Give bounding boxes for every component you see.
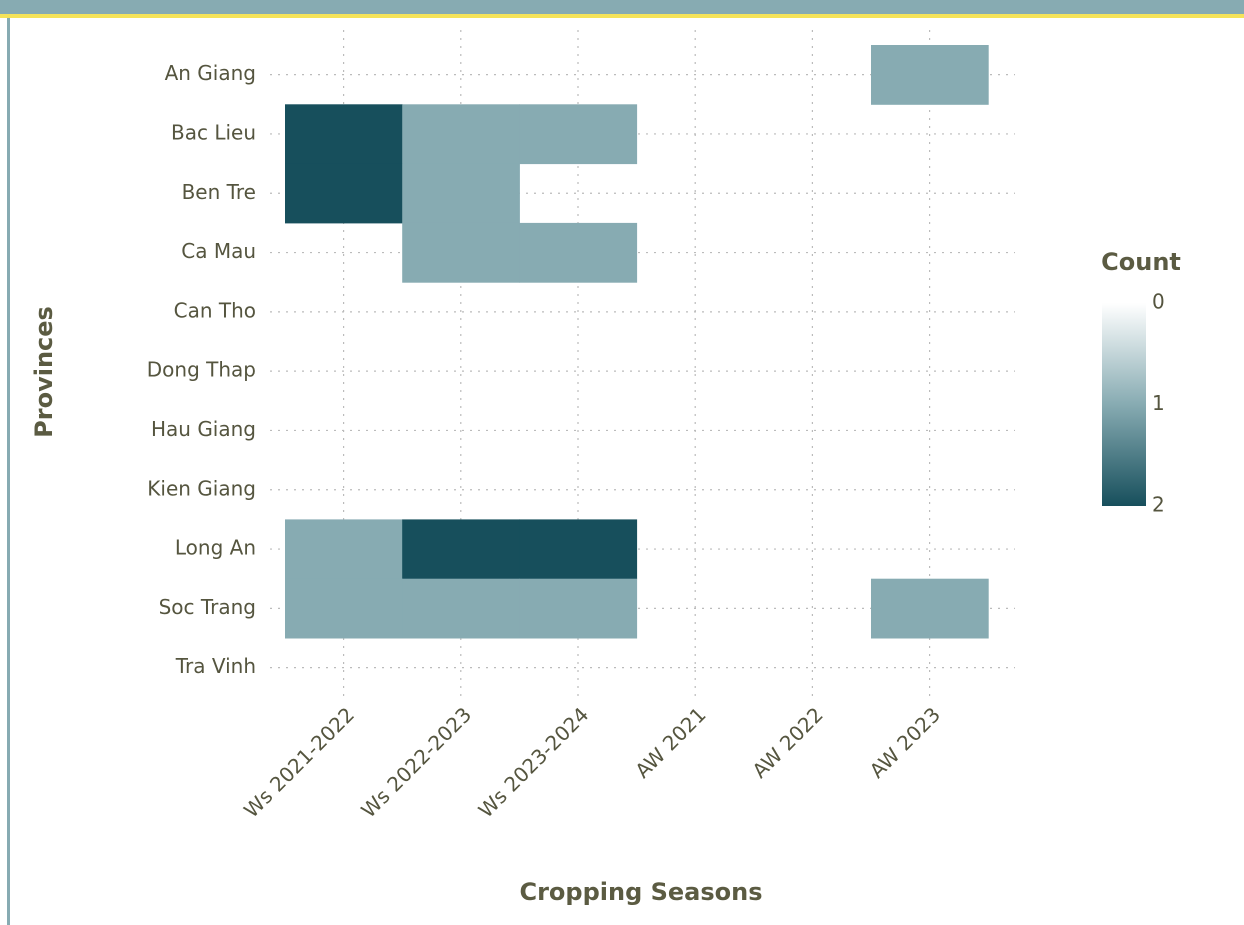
y-tick-label: An Giang	[165, 61, 256, 85]
y-tick-label: Soc Trang	[159, 595, 256, 619]
x-tick-label: AW 2022	[747, 702, 827, 782]
y-tick-label: Tra Vinh	[175, 654, 256, 678]
x-axis-title: Cropping Seasons	[519, 878, 762, 906]
x-tick-label: AW 2021	[630, 702, 710, 782]
heatmap-cell	[519, 578, 638, 639]
y-axis-title: Provinces	[30, 306, 58, 438]
colorbar	[1102, 303, 1146, 506]
left-border	[7, 18, 10, 925]
y-tick-label: Dong Thap	[147, 358, 256, 382]
y-tick-label: Can Tho	[174, 298, 256, 322]
heatmap-cell	[285, 163, 403, 224]
heatmap-cell	[871, 45, 989, 105]
y-tick-label: Ca Mau	[181, 239, 256, 263]
header-bar	[0, 0, 1244, 14]
heatmap-cell	[519, 519, 638, 580]
heatmap-cell	[519, 222, 638, 283]
colorbar-title: Count	[1101, 248, 1181, 276]
y-tick-label: Ben Tre	[182, 180, 256, 204]
heatmap-cell	[402, 104, 520, 165]
y-tick-label: Bac Lieu	[171, 120, 256, 144]
heatmap-cell	[402, 163, 520, 224]
heatmap-cell	[285, 578, 403, 639]
heatmap-cell	[402, 578, 520, 639]
heatmap-cell	[871, 578, 989, 639]
x-tick-label: Ws 2021-2022	[239, 702, 359, 822]
y-tick-label: Hau Giang	[151, 417, 256, 441]
x-tick-label: Ws 2023-2024	[474, 702, 594, 822]
colorbar-tick-label: 2	[1152, 493, 1165, 517]
y-tick-label: Long An	[175, 536, 256, 560]
heatmap-cell	[285, 519, 403, 580]
heatmap-cell	[285, 104, 403, 165]
x-tick-label: AW 2023	[865, 702, 945, 782]
header-accent	[0, 14, 1244, 18]
heatmap-cell	[519, 104, 638, 165]
heatmap-cell	[402, 222, 520, 283]
colorbar-tick-label: 0	[1152, 290, 1165, 314]
x-tick-label: Ws 2022-2023	[356, 702, 476, 822]
colorbar-tick-label: 1	[1152, 391, 1165, 415]
y-tick-label: Kien Giang	[147, 476, 256, 500]
heatmap-cell	[402, 519, 520, 580]
